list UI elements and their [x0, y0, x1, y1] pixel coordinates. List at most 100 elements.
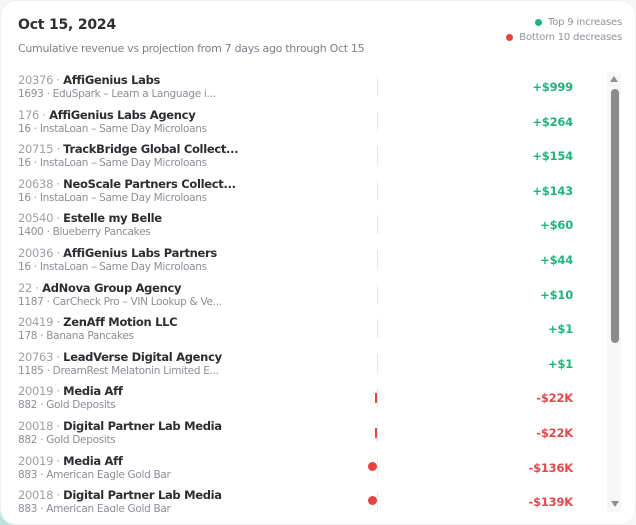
- card-title: Oct 15, 2024: [18, 17, 117, 33]
- offer-id: 178: [18, 330, 38, 343]
- separator: ·: [37, 330, 47, 343]
- offer-name: CarCheck Pro – VIN Lookup & Ve...: [52, 295, 222, 308]
- list-item[interactable]: 20715 · TrackBridge Global Collect... 16 …: [1, 141, 601, 176]
- affiliate-name: AffiGenius Labs Agency: [49, 107, 196, 122]
- legend-item-decreases: Bottom 10 decreases: [506, 30, 622, 45]
- offer-id: 882: [18, 434, 38, 446]
- row-subtitle: 882 · Gold Deposits: [18, 434, 116, 446]
- offer-name: InstaLoan – Same Day Microloans: [39, 122, 207, 135]
- offer-id: 16: [18, 191, 31, 204]
- affiliate-name: Media Aff: [63, 453, 123, 468]
- offer-id: 883: [18, 503, 38, 512]
- list-item[interactable]: 176 · AffiGenius Labs Agency 16 · InstaLo…: [1, 107, 601, 142]
- row-title: 20540 · Estelle my Belle: [18, 211, 162, 225]
- row-subtitle: 16 · InstaLoan – Same Day Microloans: [18, 261, 207, 273]
- separator: ·: [53, 73, 64, 87]
- affiliate-id: 20715: [18, 142, 54, 157]
- offer-name: InstaLoan – Same Day Microloans: [39, 157, 207, 170]
- separator: ·: [53, 419, 64, 433]
- separator: ·: [53, 349, 64, 364]
- zero-baseline: [377, 423, 378, 442]
- legend-item-increases: Top 9 increases: [506, 15, 622, 30]
- scrollbar-thumb[interactable]: [611, 89, 619, 343]
- legend-label: Bottom 10 decreases: [519, 32, 622, 43]
- row-title: 20018 · Digital Partner Lab Media: [18, 419, 222, 433]
- separator: ·: [53, 384, 64, 399]
- separator: ·: [53, 176, 64, 191]
- zero-baseline: [377, 319, 378, 339]
- separator: ·: [53, 488, 64, 503]
- zero-baseline: [377, 492, 378, 512]
- revenue-delta-value: +$60: [540, 218, 573, 233]
- row-subtitle: 178 · Banana Pancakes: [18, 330, 134, 342]
- zero-baseline: [377, 250, 378, 269]
- offer-name: InstaLoan – Same Day Microloans: [39, 261, 207, 273]
- list-item[interactable]: 20019 · Media Aff 883 · American Eagle Go…: [1, 453, 601, 488]
- revenue-delta-value: -$136K: [528, 460, 574, 475]
- zero-baseline: [377, 353, 378, 373]
- zero-baseline: [377, 146, 378, 166]
- ranked-list[interactable]: 20376 · AffiGenius Labs 1693 · EduSpark –…: [1, 72, 635, 512]
- separator: ·: [43, 364, 53, 377]
- legend-label: Top 9 increases: [548, 17, 622, 28]
- revenue-delta-value: +$143: [532, 183, 573, 198]
- list-item[interactable]: 20540 · Estelle my Belle 1400 · Blueberry…: [1, 210, 601, 245]
- affiliate-id: 20019: [18, 453, 54, 468]
- list-item[interactable]: 20419 · ZenAff Motion LLC 178 · Banana Pa…: [1, 314, 601, 349]
- list-item[interactable]: 20763 · LeadVerse Digital Agency 1185 · D…: [1, 349, 601, 384]
- offer-name: Gold Deposits: [46, 434, 116, 446]
- list-item[interactable]: 20018 · Digital Partner Lab Media 883 · A…: [1, 487, 601, 512]
- revenue-delta-value: +$1: [547, 322, 573, 337]
- negative-bar: [375, 393, 377, 404]
- affiliate-name: TrackBridge Global Collect...: [63, 142, 239, 157]
- affiliate-name: ZenAff Motion LLC: [63, 315, 178, 330]
- offer-name: Banana Pancakes: [46, 330, 134, 343]
- negative-bar: [375, 428, 377, 438]
- affiliate-id: 176: [18, 107, 40, 122]
- list-item[interactable]: 20018 · Digital Partner Lab Media 882 · G…: [1, 418, 601, 453]
- revenue-delta-value: +$264: [532, 114, 573, 129]
- row-title: 20763 · LeadVerse Digital Agency: [18, 350, 222, 364]
- affiliate-id: 20018: [18, 419, 54, 433]
- offer-id: 16: [18, 261, 31, 273]
- affiliate-name: Media Aff: [63, 384, 123, 399]
- row-title: 20715 · TrackBridge Global Collect...: [18, 142, 239, 157]
- affiliate-name: Digital Partner Lab Media: [63, 419, 222, 433]
- scroll-up-arrow-icon[interactable]: [610, 76, 618, 82]
- list-item[interactable]: 20376 · AffiGenius Labs 1693 · EduSpark –…: [1, 72, 601, 107]
- revenue-delta-value: -$22K: [536, 391, 573, 406]
- revenue-delta-value: -$139K: [528, 495, 574, 510]
- separator: ·: [43, 88, 53, 100]
- affiliate-id: 20638: [18, 176, 54, 191]
- offer-name: InstaLoan – Same Day Microloans: [39, 191, 207, 204]
- separator: ·: [53, 211, 64, 226]
- separator: ·: [53, 142, 64, 157]
- revenue-delta-value: +$999: [532, 80, 573, 94]
- row-subtitle: 882 · Gold Deposits: [18, 399, 116, 411]
- list-item[interactable]: 22 · AdNova Group Agency 1187 · CarCheck …: [1, 280, 601, 315]
- row-subtitle: 1400 · Blueberry Pancakes: [18, 226, 151, 239]
- offer-id: 883: [18, 468, 38, 481]
- offer-name: EduSpark – Learn a Language i...: [52, 88, 216, 100]
- offer-id: 1185: [18, 364, 44, 377]
- offer-name: Blueberry Pancakes: [52, 226, 151, 239]
- separator: ·: [37, 503, 47, 512]
- list-item[interactable]: 20638 · NeoScale Partners Collect... 16 ·…: [1, 176, 601, 211]
- list-item[interactable]: 20036 · AffiGenius Labs Partners 16 · Ins…: [1, 245, 601, 280]
- row-subtitle: 16 · InstaLoan – Same Day Microloans: [18, 123, 207, 135]
- offer-id: 16: [18, 122, 31, 135]
- separator: ·: [37, 434, 47, 446]
- offer-id: 16: [18, 157, 31, 170]
- negative-bar: [368, 496, 377, 506]
- row-title: 20376 · AffiGenius Labs: [18, 73, 160, 87]
- legend: Top 9 increases Bottom 10 decreases: [506, 15, 622, 45]
- affiliate-name: AffiGenius Labs Partners: [63, 246, 217, 260]
- affiliate-name: NeoScale Partners Collect...: [63, 176, 236, 191]
- row-subtitle: 883 · American Eagle Gold Bar: [18, 503, 171, 512]
- list-item[interactable]: 20019 · Media Aff 882 · Gold Deposits -$22…: [1, 383, 601, 418]
- separator: ·: [30, 191, 40, 204]
- scroll-down-arrow-icon[interactable]: [611, 501, 619, 507]
- offer-name: American Eagle Gold Bar: [46, 503, 171, 512]
- row-title: 20019 · Media Aff: [18, 454, 123, 468]
